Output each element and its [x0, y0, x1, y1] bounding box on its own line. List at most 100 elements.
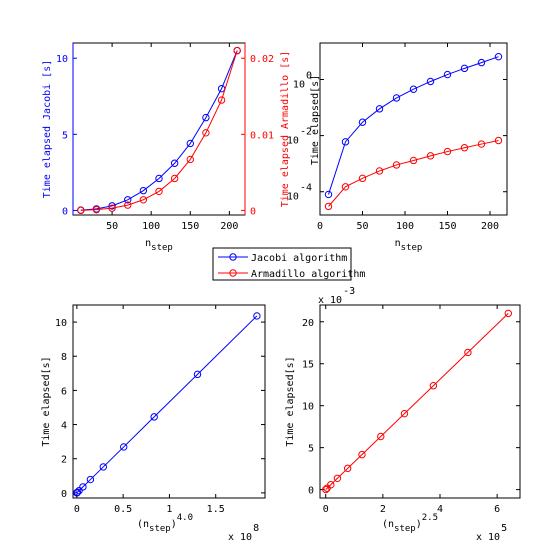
data-point-jacobi-10: [253, 312, 261, 320]
panel-4-x-exponent-exp: 5: [501, 523, 507, 534]
data-point-armadillo-6: [377, 432, 385, 441]
panel-3-xlabel-close: ): [171, 519, 177, 530]
panel-1-xlabel-sub: step: [151, 243, 173, 253]
panel-1-ytick-left-label-2: 10: [56, 54, 68, 65]
panel-2-xtick-label-4: 200: [481, 221, 499, 232]
data-point-armadillo-6: [170, 174, 179, 183]
panel-4-ytick-label-3: 15: [302, 360, 314, 371]
panel-2-ytick-base-1: 10: [287, 136, 299, 147]
data-point-jacobi-8: [202, 113, 210, 122]
panel-1-xlabel-main: n: [145, 238, 151, 249]
panel-4-xtick-label-2: 4: [437, 504, 443, 515]
panel-4-xtick-label-0: 0: [323, 504, 329, 515]
data-point-jacobi-4: [139, 186, 148, 195]
data-point-jacobi-8: [150, 413, 158, 421]
panel-2-xtick-label-1: 50: [356, 221, 368, 232]
panel-3-xlabel: (nstep)4.0: [137, 513, 193, 534]
data-point-armadillo-6: [426, 152, 435, 160]
data-point-armadillo-5: [155, 187, 163, 196]
legend-label-0: Jacobi algorithm: [251, 253, 347, 264]
data-point-armadillo-9: [217, 96, 226, 104]
panel-3-xlabel-sub: step: [149, 524, 171, 534]
panel-4-xtick-label-1: 2: [380, 504, 386, 515]
data-point-jacobi-4: [392, 94, 401, 102]
panel-3-x-exponent: x 108: [228, 523, 259, 543]
panel-4-y-exponent: x 10-3: [318, 286, 355, 306]
panel-3-ytick-label-3: 6: [61, 386, 67, 397]
data-point-jacobi-2: [108, 202, 116, 210]
data-point-armadillo-1: [92, 205, 101, 214]
data-point-armadillo-0: [322, 485, 330, 494]
panel-4-xlabel-close: ): [416, 519, 422, 530]
data-point-armadillo-4: [139, 196, 148, 204]
panel-1-ytick-right-label-0: 0: [250, 206, 256, 217]
panel-3-ytick-label-4: 8: [61, 352, 67, 363]
panel-1-ylabel-right: Time elapsed Armadillo [s]: [280, 51, 291, 208]
panel-3-ytick-label-5: 10: [55, 318, 67, 329]
data-point-jacobi-5: [86, 475, 95, 484]
panel-4-x-exponent-base: x 10: [476, 532, 500, 543]
panel-2-ytick-exp-0: -4: [300, 183, 312, 194]
data-point-armadillo-8: [202, 129, 210, 137]
panel-1-ytick-left-label-0: 0: [62, 206, 68, 217]
panel-2-ytick-exp-1: -2: [300, 127, 312, 138]
panel-1-xlabel: nstep: [145, 238, 173, 253]
data-point-armadillo-1: [341, 183, 350, 191]
data-point-armadillo-10: [504, 309, 512, 318]
data-point-jacobi-4: [79, 483, 87, 491]
panel-1-xtick-label-1: 100: [142, 221, 160, 232]
legend-marker-1: [229, 269, 237, 277]
data-point-armadillo-2: [327, 481, 335, 489]
panel-4-xlabel-sub: step: [394, 524, 416, 534]
panel-1-ytick-right-label-2: 0.02: [250, 54, 274, 65]
data-point-armadillo-9: [477, 140, 486, 148]
data-point-armadillo-5: [358, 450, 366, 459]
data-point-jacobi-5: [155, 174, 163, 183]
data-point-armadillo-2: [358, 174, 367, 183]
data-point-armadillo-10: [233, 46, 241, 55]
panel-3-ylabel: Time elapsed[s]: [41, 356, 52, 446]
panel-2-ytick-label-0: 10-4: [287, 183, 312, 203]
legend: Jacobi algorithm Armadillo algorithm: [212, 247, 365, 281]
panel-3-xtick-label-3: 1.5: [207, 504, 225, 515]
data-point-armadillo-7: [400, 409, 409, 418]
data-point-jacobi-1: [341, 138, 350, 146]
data-point-armadillo-4: [392, 161, 401, 169]
data-point-armadillo-0: [77, 206, 85, 215]
panel-3-xlabel-sup: 4.0: [177, 513, 193, 523]
panel-2-xlabel-sub: step: [401, 243, 423, 253]
panel-4-xtick-label-3: 6: [494, 504, 500, 515]
data-point-jacobi-6: [426, 77, 435, 86]
panel-4-y-exponent-base: x 10: [318, 295, 342, 306]
series-line-jacobi: [76, 315, 258, 494]
data-point-jacobi-10: [494, 52, 503, 61]
panel-4-xlabel: (nstep)2.5: [382, 513, 438, 534]
data-point-armadillo-7: [443, 147, 452, 156]
panel-2-ytick-base-0: 10: [287, 192, 299, 203]
panel-3-ytick-label-2: 4: [61, 421, 67, 432]
data-point-armadillo-3: [375, 167, 384, 175]
data-point-armadillo-9: [464, 348, 472, 357]
series-line-armadillo: [328, 140, 499, 207]
data-point-jacobi-5: [409, 85, 418, 93]
panel-2-axes-box: [319, 42, 508, 216]
data-point-armadillo-2: [108, 204, 116, 212]
data-point-armadillo-8: [460, 144, 469, 152]
panel-3-x-exponent-exp: 8: [253, 523, 259, 534]
panel-3: 0 0.5 1 1.5 0 2 4 6 8 10 Time elapsed[s] (nstep)4.0…: [41, 304, 266, 543]
data-point-jacobi-7: [443, 70, 452, 79]
data-point-jacobi-8: [460, 64, 469, 73]
panel-1-xtick-label-2: 150: [181, 221, 199, 232]
data-point-armadillo-4: [343, 464, 352, 473]
data-point-jacobi-3: [375, 105, 384, 113]
data-point-jacobi-9: [193, 370, 202, 379]
panel-2-xtick-label-0: 0: [317, 221, 323, 232]
data-point-jacobi-2: [358, 118, 367, 126]
panel-4-ytick-label-2: 10: [302, 402, 314, 413]
panel-4-ylabel: Time elapsed[s]: [285, 356, 296, 446]
data-point-armadillo-3: [333, 474, 342, 482]
panel-2-ytick-label-2: 100: [293, 71, 312, 91]
